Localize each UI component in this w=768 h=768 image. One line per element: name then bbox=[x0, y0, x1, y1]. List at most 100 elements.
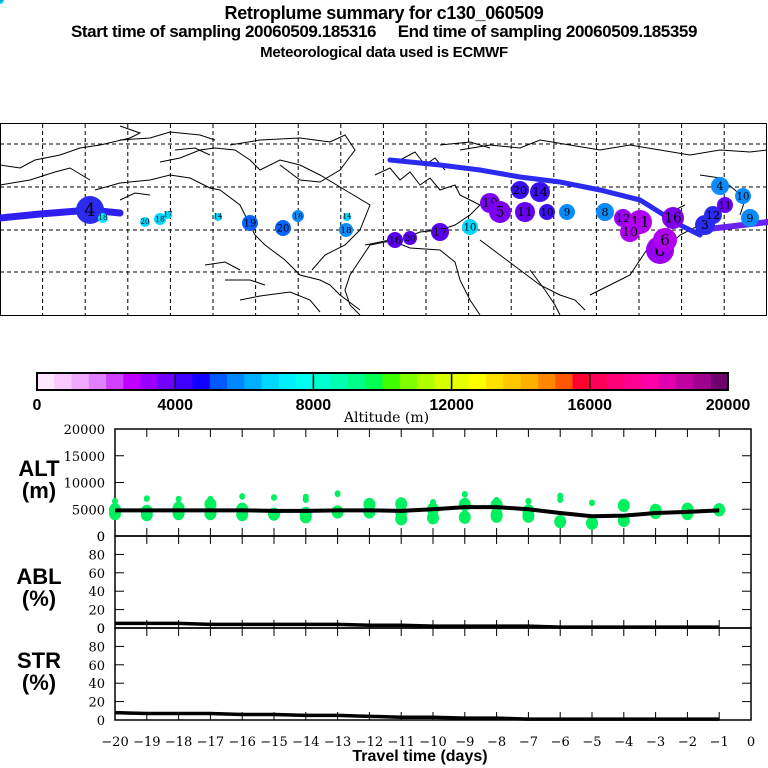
colorbar-swatch bbox=[537, 373, 556, 390]
colorbar-swatch bbox=[486, 373, 504, 390]
x-tick-label: −10 bbox=[419, 735, 446, 750]
cluster-circle bbox=[620, 222, 640, 242]
colorbar-swatch bbox=[641, 373, 660, 390]
cluster-marker: 6 bbox=[653, 228, 677, 252]
cluster-label: 6 bbox=[660, 231, 670, 249]
altitude-point bbox=[458, 510, 471, 524]
colorbar-swatch bbox=[624, 373, 643, 390]
altitude-point bbox=[713, 503, 726, 517]
colorbar-swatch bbox=[434, 373, 453, 390]
cluster-circle bbox=[653, 228, 677, 252]
cluster-circle bbox=[704, 206, 722, 224]
cluster-label: 4 bbox=[84, 201, 95, 221]
y-tick-label: 0 bbox=[97, 530, 105, 545]
y-tick-label: 60 bbox=[88, 659, 105, 674]
altitude-point bbox=[554, 514, 567, 529]
altitude-point bbox=[557, 496, 564, 503]
cluster-circle bbox=[735, 188, 751, 204]
cluster-label: 20 bbox=[513, 184, 527, 197]
cluster-circle bbox=[343, 213, 351, 221]
cluster-circle bbox=[515, 202, 535, 222]
colorbar-swatch bbox=[676, 373, 694, 390]
cluster-label: 11 bbox=[719, 200, 732, 211]
x-tick-label: −4 bbox=[614, 735, 633, 750]
greenland-coast bbox=[229, 134, 356, 183]
x-tick-label: −17 bbox=[197, 735, 224, 750]
cluster-marker: 16 bbox=[387, 232, 403, 248]
y-tick-label: 5000 bbox=[72, 503, 105, 518]
cluster-marker: 17 bbox=[164, 211, 173, 219]
altitude-point bbox=[302, 496, 309, 503]
retroplume-map: 6418201817141819201814181620171019520141… bbox=[0, 0, 768, 316]
x-tick-label: −14 bbox=[292, 735, 319, 750]
cluster-marker: 17 bbox=[431, 223, 449, 241]
colorbar-swatch bbox=[278, 373, 297, 390]
cluster-marker: 11 bbox=[717, 197, 733, 213]
x-tick-label: −6 bbox=[551, 735, 570, 750]
altitude-point bbox=[299, 510, 312, 524]
y-tick-label: 10000 bbox=[64, 477, 105, 492]
cluster-label: 17 bbox=[164, 211, 173, 219]
alt-label: ALT bbox=[18, 456, 60, 481]
met-data-line: Meteorological data used is ECMWF bbox=[260, 44, 508, 61]
cluster-label: 10 bbox=[737, 191, 750, 202]
cluster-label: 20 bbox=[141, 218, 150, 226]
cluster-circle bbox=[596, 203, 614, 221]
cluster-label: 12 bbox=[706, 209, 720, 222]
cluster-marker: 10 bbox=[620, 222, 640, 242]
cluster-marker: 10 bbox=[735, 188, 751, 204]
cluster-marker: 19 bbox=[242, 215, 258, 231]
x-tick-label: −12 bbox=[356, 735, 383, 750]
cluster-label: 11 bbox=[517, 204, 533, 219]
europe-coast bbox=[344, 167, 481, 316]
cluster-circle bbox=[530, 182, 550, 202]
colorbar-axis-label: Altitude (m) bbox=[343, 410, 429, 426]
cluster-label: 12 bbox=[616, 212, 630, 225]
sampling-time-line: Start time of sampling 20060509.185316 E… bbox=[70, 22, 698, 41]
cluster-circle bbox=[711, 177, 729, 195]
colorbar-swatch bbox=[37, 373, 55, 390]
panel-frame bbox=[114, 535, 752, 629]
cluster-circle bbox=[741, 209, 759, 227]
cluster-label: 10 bbox=[541, 207, 554, 218]
cluster-label: 14 bbox=[214, 213, 223, 221]
colorbar-swatch bbox=[503, 373, 522, 390]
cluster-label: 18 bbox=[293, 212, 303, 221]
colorbar-swatch bbox=[209, 373, 228, 390]
kamchatka-coast bbox=[699, 174, 746, 216]
str-panel-label: STR (%) bbox=[10, 650, 68, 694]
cluster-circle bbox=[403, 231, 417, 245]
cluster-label: 18 bbox=[99, 214, 108, 222]
colorbar-swatch bbox=[607, 373, 625, 390]
cluster-label: 9 bbox=[564, 207, 570, 218]
cluster-circle bbox=[98, 213, 108, 223]
y-tick-label: 80 bbox=[88, 548, 105, 563]
cluster-marker: 18 bbox=[292, 210, 304, 222]
cluster-marker: 20 bbox=[140, 217, 150, 227]
cluster-label: 4 bbox=[716, 180, 723, 193]
altitude-point bbox=[239, 493, 246, 500]
colorbar-swatch bbox=[572, 373, 591, 390]
colorbar-swatch bbox=[140, 373, 159, 390]
south-america-coast bbox=[239, 291, 321, 313]
y-tick-label: 0 bbox=[97, 530, 105, 545]
abl-label: ABL bbox=[16, 564, 62, 589]
cluster-marker: 18 bbox=[154, 213, 166, 225]
cluster-label: 18 bbox=[155, 215, 165, 224]
colorbar-swatch bbox=[417, 373, 435, 390]
panel-abl: 0 20 40 60 80 0 bbox=[88, 530, 752, 637]
colorbar-swatch bbox=[365, 373, 383, 390]
cluster-marker: 10 bbox=[462, 219, 478, 235]
colorbar-swatch bbox=[244, 373, 263, 390]
cluster-label: 9 bbox=[746, 212, 753, 225]
colorbar-swatch bbox=[157, 373, 176, 390]
cluster-label: 5 bbox=[496, 205, 505, 221]
altitude-point bbox=[522, 509, 535, 523]
cluster-label: 19 bbox=[244, 218, 257, 229]
cluster-circle bbox=[717, 197, 733, 213]
abl-unit: (%) bbox=[21, 586, 57, 611]
cluster-label: 18 bbox=[340, 226, 351, 236]
cluster-marker: 16 bbox=[662, 207, 684, 229]
alt-panel-label: ALT (m) bbox=[10, 458, 68, 502]
cluster-marker: 20 bbox=[275, 220, 291, 236]
